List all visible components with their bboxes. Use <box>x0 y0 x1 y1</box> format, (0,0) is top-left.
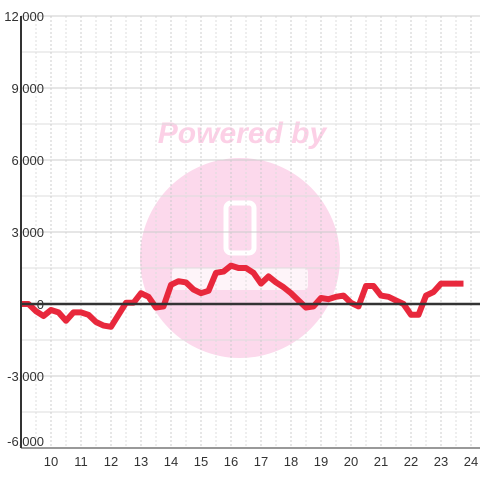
y-tick-label: 6,000 <box>11 153 44 168</box>
y-tick-label: 3,000 <box>11 225 44 240</box>
x-tick-label: 20 <box>344 454 358 469</box>
x-tick-label: 22 <box>404 454 418 469</box>
y-tick-label: -3,000 <box>7 369 44 384</box>
x-tick-label: 17 <box>254 454 268 469</box>
x-tick-label: 18 <box>284 454 298 469</box>
x-tick-label: 13 <box>134 454 148 469</box>
x-tick-label: 11 <box>74 454 88 469</box>
y-tick-label: 12,000 <box>4 9 44 24</box>
x-tick-label: 23 <box>434 454 448 469</box>
x-tick-label: 24 <box>464 454 478 469</box>
watermark-icon <box>223 200 257 256</box>
x-tick-label: 14 <box>164 454 178 469</box>
y-tick-label: 9,000 <box>11 81 44 96</box>
x-tick-label: 12 <box>104 454 118 469</box>
x-tick-label: 15 <box>194 454 208 469</box>
data-line <box>21 262 464 330</box>
x-tick-label: 16 <box>224 454 238 469</box>
watermark-logo <box>140 158 340 358</box>
y-tick-label: -6,000 <box>7 434 44 449</box>
x-tick-label: 21 <box>374 454 388 469</box>
x-tick-label: 10 <box>44 454 58 469</box>
x-tick-label: 19 <box>314 454 328 469</box>
watermark-text: Powered by <box>158 117 328 150</box>
